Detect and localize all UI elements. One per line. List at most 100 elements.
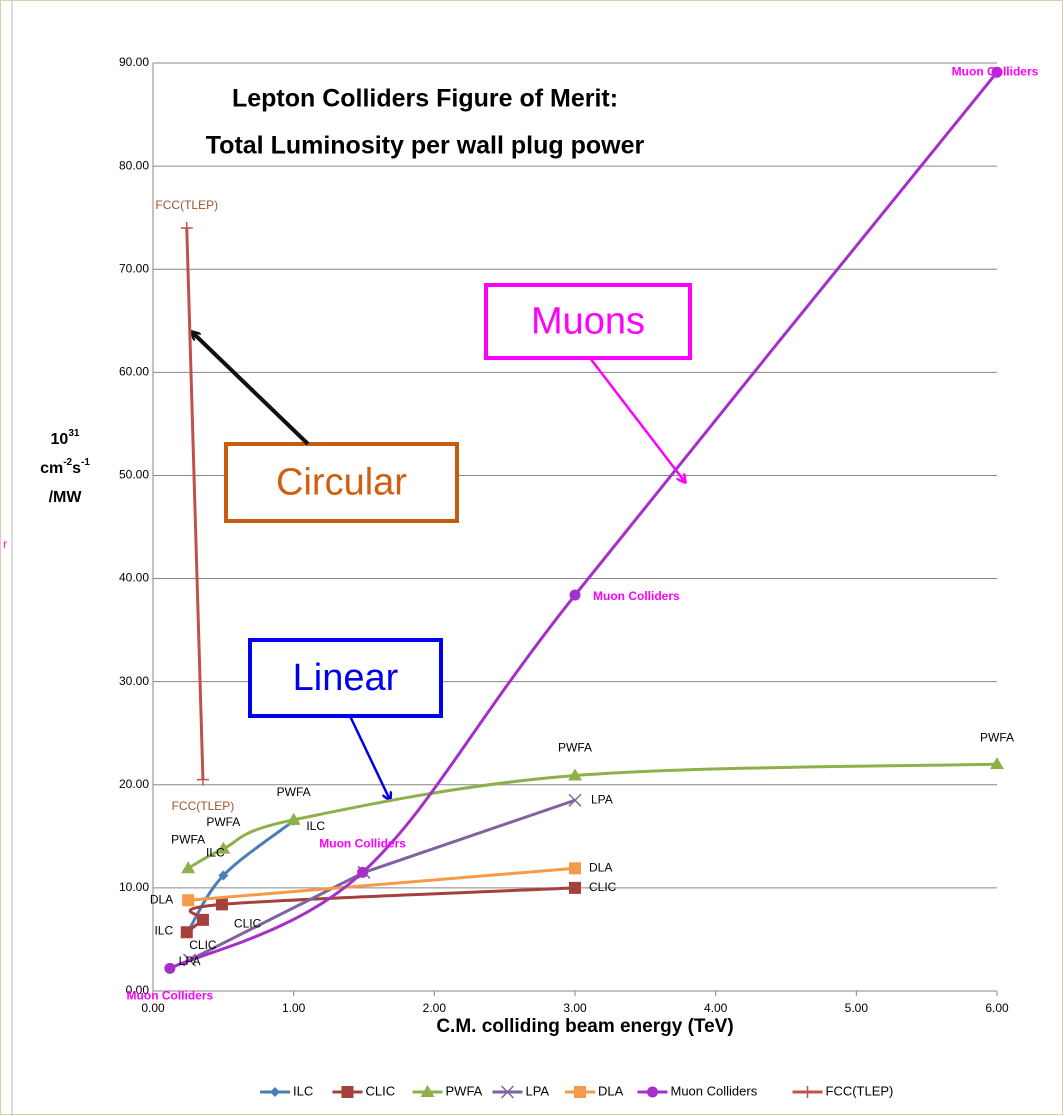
annotation-box <box>224 442 459 523</box>
data-label: ILC <box>206 846 225 860</box>
y-tick-label: 70.00 <box>119 261 149 275</box>
data-label: Muon Colliders <box>952 64 1039 78</box>
annotation: Muons <box>531 301 645 343</box>
data-label: FCC(TLEP) <box>155 198 218 212</box>
series-line <box>169 71 999 970</box>
data-label: PWFA <box>277 785 311 799</box>
annotation-box <box>484 283 692 360</box>
series-line <box>185 227 205 780</box>
marker <box>182 894 195 907</box>
label-part: 10 <box>51 431 69 448</box>
legend-label: ILC <box>293 1083 313 1098</box>
chart-title: Lepton Colliders Figure of Merit: <box>232 85 618 113</box>
data-label: PWFA <box>980 730 1014 744</box>
data-label: CLIC <box>189 938 217 952</box>
x-tick-label: 3.00 <box>563 1001 587 1015</box>
annotation-arrow <box>589 357 685 482</box>
annotation-arrow <box>348 715 390 800</box>
marker <box>341 1086 354 1098</box>
y-axis-label: /MW <box>49 489 83 506</box>
marker <box>647 1086 658 1098</box>
legend-label: LPA <box>526 1083 550 1098</box>
data-label: Muon Colliders <box>127 988 214 1002</box>
marker <box>568 793 582 807</box>
superscript: 31 <box>68 428 80 439</box>
marker <box>181 861 196 874</box>
y-tick-label: 50.00 <box>119 468 149 482</box>
data-label: FCC(TLEP) <box>172 799 235 813</box>
marker <box>569 881 581 894</box>
marker <box>218 870 229 881</box>
legend-label: FCC(TLEP) <box>826 1083 894 1098</box>
data-label: PWFA <box>558 741 592 755</box>
marker <box>270 1087 280 1097</box>
series-line <box>188 866 576 902</box>
marker <box>286 812 301 825</box>
data-label: CLIC <box>589 880 617 894</box>
marker <box>180 926 193 939</box>
marker <box>991 66 1003 78</box>
data-label: ILC <box>306 819 325 833</box>
superscript: -1 <box>81 457 90 468</box>
marker <box>500 1085 515 1099</box>
y-tick-label: 10.00 <box>119 880 149 894</box>
label-part: cm <box>40 460 63 477</box>
marker <box>196 773 209 786</box>
data-label: DLA <box>150 892 173 906</box>
data-label: CLIC <box>234 917 262 931</box>
x-tick-label: 4.00 <box>704 1001 728 1015</box>
annotation: Circular <box>276 462 407 504</box>
marker <box>180 221 193 234</box>
x-tick-label: 1.00 <box>282 1001 306 1015</box>
y-tick-label: 80.00 <box>119 158 149 172</box>
annotation-arrow <box>192 332 310 446</box>
marker <box>569 862 581 875</box>
chart-title: Total Luminosity per wall plug power <box>206 132 645 160</box>
x-axis-label: C.M. colliding beam energy (TeV) <box>436 1016 733 1037</box>
data-label: PWFA <box>171 832 205 846</box>
marker <box>574 1086 586 1098</box>
side-text: r <box>3 537 7 551</box>
x-tick-label: 2.00 <box>423 1001 447 1015</box>
superscript: -2 <box>63 457 72 468</box>
y-tick-label: 30.00 <box>119 674 149 688</box>
y-tick-label: 60.00 <box>119 365 149 379</box>
marker <box>569 589 581 601</box>
x-tick-label: 5.00 <box>845 1001 869 1015</box>
data-label: ILC <box>154 923 173 937</box>
data-label: PWFA <box>206 815 240 829</box>
marker <box>990 757 1004 770</box>
x-tick-label: 6.00 <box>985 1001 1009 1015</box>
marker <box>568 768 582 781</box>
legend-label: PWFA <box>446 1083 483 1098</box>
marker <box>215 898 228 911</box>
label-part: /MW <box>49 489 83 506</box>
marker <box>420 1085 435 1097</box>
legend-label: CLIC <box>366 1083 396 1098</box>
x-tick-label: 0.00 <box>141 1001 165 1015</box>
y-tick-label: 0.00 <box>126 983 150 997</box>
y-axis-label: cm-2s-1 <box>40 457 90 478</box>
data-label: LPA <box>179 954 201 968</box>
y-axis-label: 1031 <box>51 428 80 449</box>
annotation-box <box>248 638 443 718</box>
data-label: DLA <box>589 860 612 874</box>
marker <box>357 866 369 878</box>
y-tick-label: 20.00 <box>119 777 149 791</box>
data-label: Muon Colliders <box>319 837 406 851</box>
legend-label: DLA <box>598 1083 624 1098</box>
label-part: s <box>72 460 81 477</box>
marker <box>164 962 176 974</box>
marker <box>801 1086 814 1098</box>
y-tick-label: 40.00 <box>119 571 149 585</box>
annotation: Linear <box>293 657 399 699</box>
data-label: LPA <box>591 792 613 806</box>
marker <box>216 841 231 854</box>
y-tick-label: 90.00 <box>119 55 149 69</box>
legend-label: Muon Colliders <box>671 1083 758 1098</box>
data-label: Muon Colliders <box>593 589 680 603</box>
marker <box>196 913 209 926</box>
